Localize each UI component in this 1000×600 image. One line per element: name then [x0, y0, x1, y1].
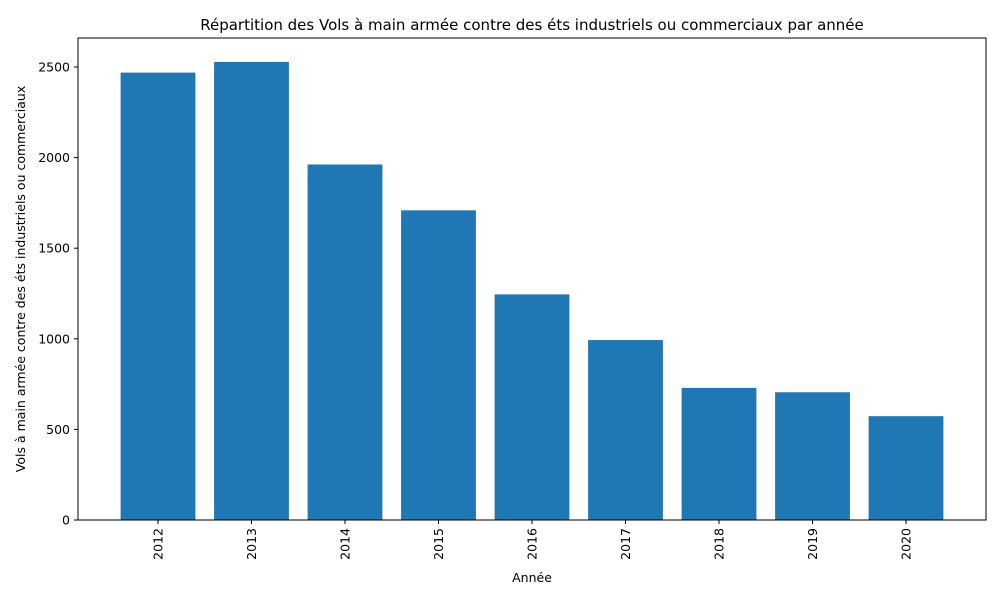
y-axis-label: Vols à main armée contre des éts industr…: [13, 86, 28, 472]
x-axis-ticks: 2012 2013 2014 2015 2016 2017 2018 2019 2020: [151, 520, 914, 560]
bar-2019: [775, 392, 850, 520]
x-tick-label: 2020: [899, 528, 914, 560]
y-tick-label: 0: [62, 513, 70, 528]
plot-frame: [77, 37, 987, 521]
x-tick-label: 2014: [338, 528, 353, 560]
x-tick-label: 2017: [618, 528, 633, 560]
bar-2017: [588, 340, 663, 520]
x-axis-label: Année: [512, 570, 552, 585]
x-tick-label: 2016: [525, 528, 540, 560]
y-tick-label: 500: [46, 422, 70, 437]
bar-2020: [868, 416, 944, 520]
bar-2015: [401, 210, 476, 520]
y-tick-label: 2500: [38, 59, 70, 74]
x-tick-label: 2015: [431, 528, 446, 560]
bars-group: [120, 61, 944, 521]
x-tick-label: 2018: [712, 528, 727, 560]
bar-2014: [307, 164, 383, 520]
chart-title: Répartition des Vols à main armée contre…: [200, 16, 864, 34]
bar-2016: [494, 294, 570, 520]
y-axis-ticks: 0 500 1000 1500 2000 2500: [38, 59, 78, 528]
bar-2013: [214, 61, 289, 521]
bar-2018: [681, 387, 757, 520]
y-tick-label: 2000: [38, 150, 70, 165]
y-tick-label: 1000: [38, 331, 70, 346]
x-tick-label: 2012: [151, 528, 166, 560]
x-tick-label: 2019: [805, 528, 820, 560]
x-tick-label: 2013: [244, 528, 259, 560]
bar-2012: [120, 72, 196, 520]
y-tick-label: 1500: [38, 241, 70, 256]
